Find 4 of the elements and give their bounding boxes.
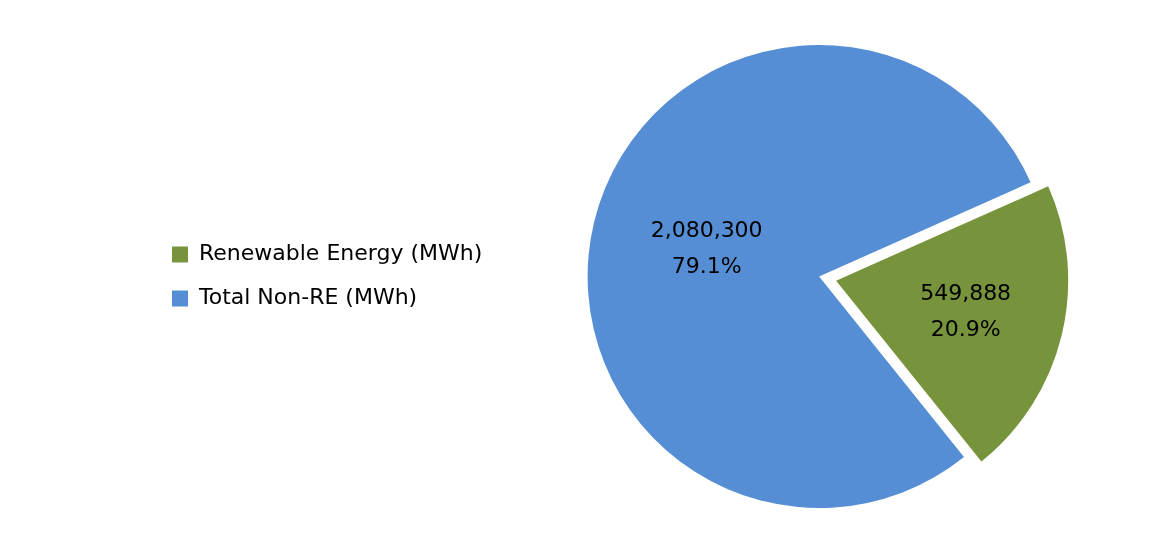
data-label: 549,888 20.9% <box>920 279 1012 341</box>
legend-label: Renewable Energy (MWh) <box>199 240 483 266</box>
legend-label: Total Non-RE (MWh) <box>198 284 418 310</box>
data-label: 2,080,300 79.1% <box>650 216 763 278</box>
